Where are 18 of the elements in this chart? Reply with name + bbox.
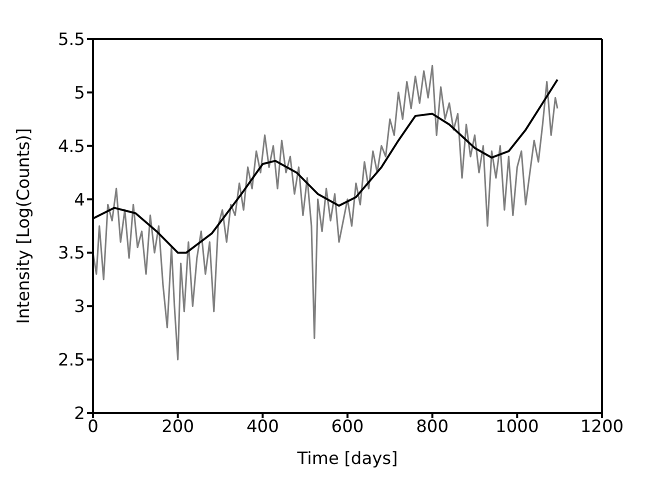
y-tick-label: 3 [74, 297, 85, 318]
x-tick-label: 1200 [580, 417, 624, 438]
y-axis-title: Intensity [Log(Counts)] [14, 128, 34, 324]
x-tick-label: 200 [162, 417, 194, 438]
y-tick-label: 2 [74, 404, 85, 424]
x-tick-label: 600 [331, 417, 364, 438]
x-tick-label: 800 [416, 417, 449, 438]
y-tick-label: 4 [74, 190, 85, 210]
x-tick-label: 0 [88, 417, 98, 438]
y-tick-label: 5.5 [58, 30, 85, 50]
line-series [93, 64, 558, 360]
y-tick-label: 5 [74, 83, 85, 104]
x-axis-title: Time [days] [296, 449, 398, 469]
y-tick-label: 4.5 [58, 136, 85, 157]
y-tick-label: 2.5 [58, 350, 85, 371]
x-tick-label: 400 [246, 417, 279, 438]
y-tick-label: 3.5 [58, 244, 85, 264]
x-tick-label: 1000 [496, 417, 539, 438]
